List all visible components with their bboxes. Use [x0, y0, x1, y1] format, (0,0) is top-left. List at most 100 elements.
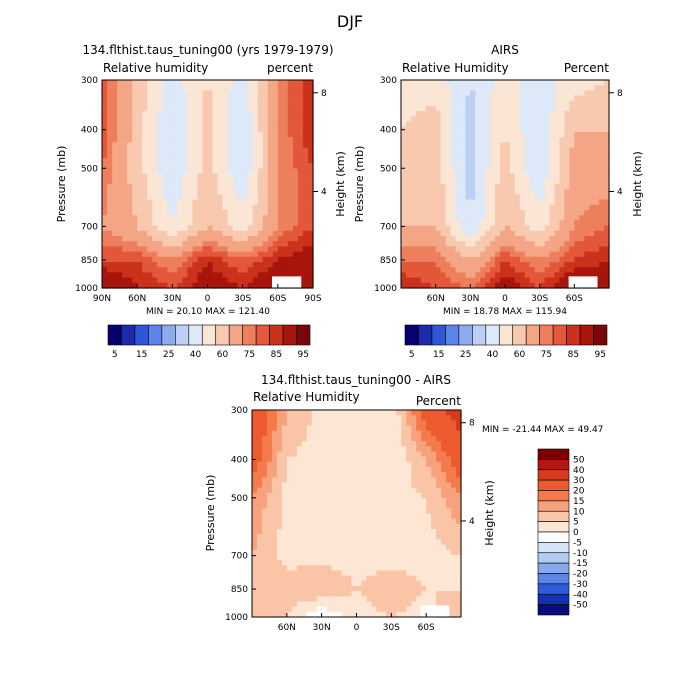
heatmap-cell: [509, 251, 516, 258]
heatmap-cell: [321, 441, 328, 447]
heatmap-cell: [549, 95, 556, 102]
heatmap-cell: [346, 591, 353, 597]
heatmap-cell: [266, 435, 273, 442]
heatmap-cell: [302, 256, 309, 263]
heatmap-cell: [421, 539, 427, 546]
heatmap-cell: [316, 410, 323, 416]
heatmap-cell: [202, 256, 209, 263]
heatmap-cell: [416, 575, 422, 582]
heatmap-cell: [465, 277, 471, 284]
heatmap-cell: [127, 142, 133, 149]
heatmap-cell: [460, 173, 466, 180]
heatmap-cell: [167, 210, 173, 216]
heatmap-cell: [316, 529, 323, 535]
heatmap-cell: [470, 152, 476, 159]
heatmap-cell: [505, 256, 511, 263]
heatmap-cell: [401, 466, 407, 473]
heatmap-cell: [227, 230, 234, 237]
heatmap-cell: [430, 95, 437, 102]
heatmap-cell: [356, 549, 363, 556]
heatmap-cell: [262, 267, 269, 273]
heatmap-cell: [460, 126, 466, 133]
heatmap-cell: [441, 487, 447, 494]
heatmap-cell: [366, 461, 373, 468]
heatmap-cell: [281, 523, 288, 530]
heatmap-cell: [599, 262, 605, 268]
heatmap-cell: [405, 95, 412, 102]
heatmap-cell: [281, 565, 288, 572]
heatmap-cell: [172, 267, 178, 273]
heatmap-cell: [514, 256, 521, 263]
heatmap-cell: [276, 554, 283, 561]
heatmap-cell: [266, 441, 273, 447]
heatmap-cell: [441, 497, 447, 504]
heatmap-cell: [451, 539, 457, 546]
heatmap-cell: [157, 204, 163, 211]
heatmap-cell: [549, 256, 556, 263]
heatmap-cell: [117, 215, 123, 221]
heatmap-cell: [411, 523, 417, 530]
heatmap-cell: [267, 272, 274, 279]
heatmap-cell: [207, 220, 214, 227]
heatmap-cell: [107, 152, 113, 159]
heatmap-cell: [396, 529, 402, 535]
height-tick-label: 4: [321, 188, 327, 198]
heatmap-cell: [177, 173, 183, 180]
heatmap-cell: [351, 420, 358, 427]
heatmap-cell: [401, 456, 407, 463]
heatmap-cell: [534, 189, 541, 195]
heatmap-cell: [282, 272, 289, 279]
heatmap-cell: [410, 199, 417, 206]
heatmap-cell: [297, 163, 304, 169]
heatmap-cell: [410, 152, 417, 159]
heatmap-cell: [232, 132, 239, 138]
heatmap-cell: [420, 184, 427, 190]
heatmap-cell: [604, 152, 610, 159]
heatmap-cell: [311, 508, 318, 515]
heatmap-cell: [594, 126, 600, 133]
heatmap-cell: [361, 534, 368, 540]
heatmap-cell: [262, 95, 269, 102]
heatmap-cell: [579, 121, 585, 128]
heatmap-cell: [286, 451, 293, 458]
heatmap-cell: [242, 158, 249, 164]
heatmap-cell: [132, 137, 138, 143]
heatmap-cell: [415, 246, 422, 253]
heatmap-cell: [386, 570, 392, 577]
heatmap-cell: [207, 282, 214, 289]
heatmap-cell: [247, 210, 254, 216]
heatmap-cell: [122, 147, 128, 154]
heatmap-cell: [336, 435, 343, 442]
heatmap-cell: [430, 168, 437, 175]
heatmap-cell: [212, 215, 219, 221]
heatmap-cell: [341, 456, 348, 463]
heatmap-cell: [276, 549, 283, 556]
heatmap-cell: [292, 204, 299, 211]
heatmap-cell: [271, 420, 278, 427]
heatmap-cell: [440, 194, 447, 201]
heatmap-cell: [162, 189, 168, 195]
heatmap-cell: [266, 554, 273, 561]
heatmap-cell: [326, 503, 333, 509]
heatmap-cell: [574, 116, 580, 123]
colorbar-label: 95: [298, 350, 309, 360]
heatmap-cell: [217, 163, 224, 169]
heatmap-cell: [142, 173, 148, 180]
heatmap-cell: [336, 580, 343, 587]
heatmap-cell: [202, 272, 209, 279]
heatmap-cell: [321, 477, 328, 484]
heatmap-cell: [534, 178, 541, 185]
heatmap-cell: [137, 282, 143, 289]
heatmap-cell: [271, 477, 278, 484]
heatmap-cell: [440, 173, 447, 180]
heatmap-cell: [212, 106, 219, 112]
heatmap-cell: [426, 472, 432, 478]
heatmap-cell: [147, 90, 153, 97]
heatmap-cell: [341, 554, 348, 561]
heatmap-cell: [406, 477, 412, 484]
heatmap-cell: [132, 236, 138, 242]
heatmap-cell: [431, 529, 437, 535]
heatmap-cell: [287, 168, 294, 175]
heatmap-cell: [594, 111, 600, 117]
heatmap-cell: [277, 251, 284, 258]
